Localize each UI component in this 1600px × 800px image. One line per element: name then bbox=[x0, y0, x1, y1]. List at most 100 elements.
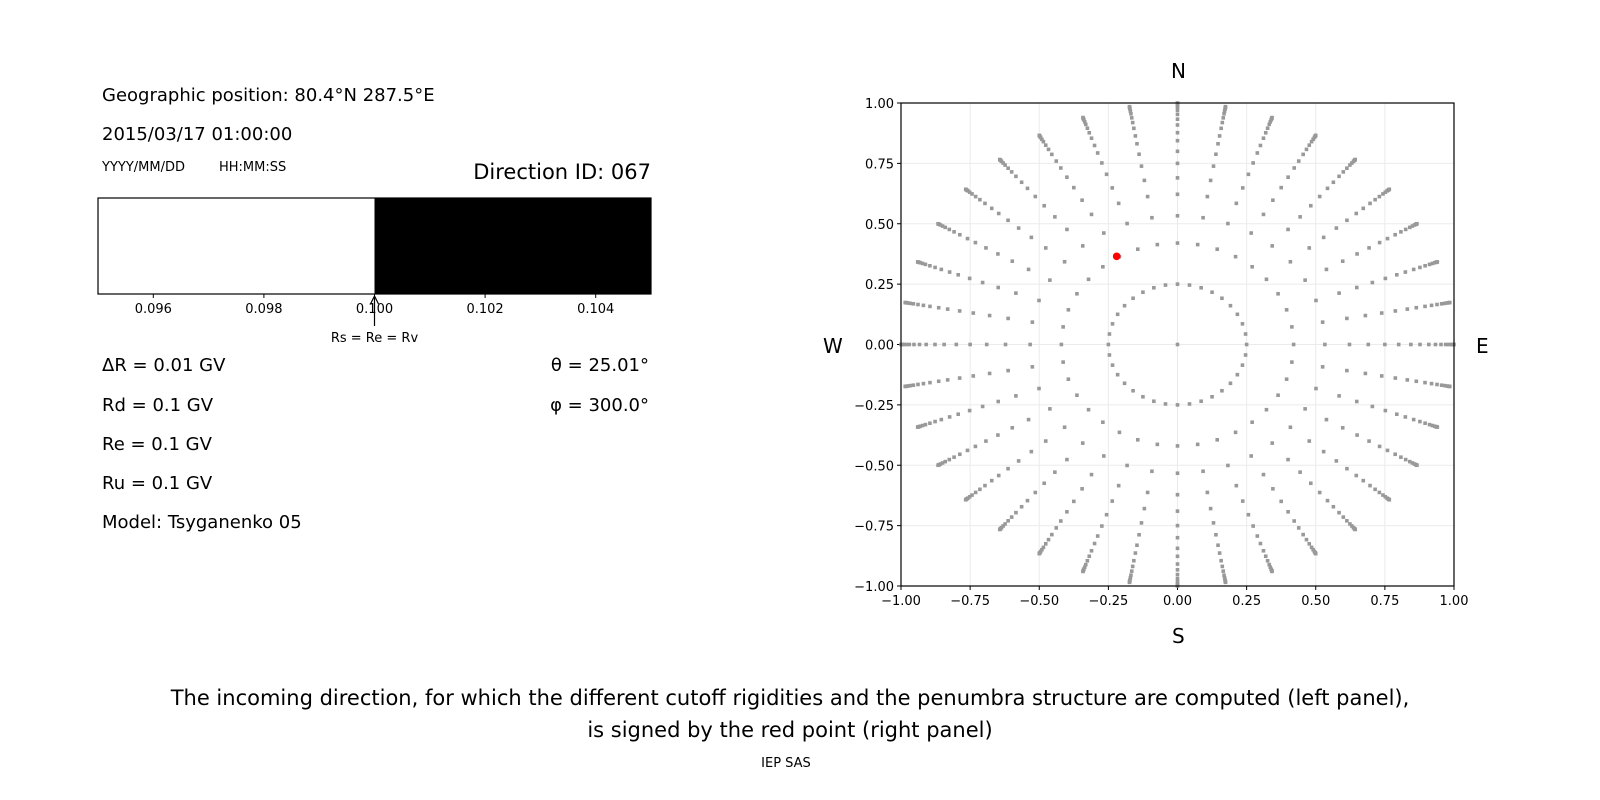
direction-point bbox=[1261, 212, 1266, 217]
direction-point bbox=[1072, 185, 1076, 190]
x-tick-label: 0.096 bbox=[135, 302, 172, 317]
direction-point bbox=[1383, 494, 1388, 499]
direction-point bbox=[1337, 510, 1341, 515]
direction-point bbox=[973, 444, 978, 449]
direction-point bbox=[1208, 178, 1213, 183]
direction-point bbox=[1129, 116, 1134, 120]
direction-point bbox=[1175, 572, 1180, 577]
direction-point bbox=[1270, 441, 1275, 445]
time-format-label: HH:MM:SS bbox=[219, 160, 287, 175]
y-tick-label: 0.00 bbox=[865, 339, 894, 354]
direction-point bbox=[1150, 469, 1154, 474]
direction-point bbox=[1104, 172, 1109, 177]
direction-point bbox=[1006, 466, 1010, 471]
direction-point bbox=[1115, 312, 1120, 317]
direction-point bbox=[1363, 371, 1368, 376]
direction-point bbox=[1405, 307, 1410, 311]
direction-point bbox=[1320, 320, 1325, 324]
direction-point bbox=[1030, 320, 1035, 324]
direction-point bbox=[1296, 159, 1301, 163]
direction-point bbox=[963, 187, 968, 192]
direction-point bbox=[1222, 576, 1227, 580]
direction-point bbox=[1110, 186, 1115, 190]
direction-point bbox=[1043, 143, 1048, 147]
direction-point bbox=[1128, 576, 1133, 580]
direction-point bbox=[1152, 285, 1156, 290]
delta-r: ΔR = 0.01 GV bbox=[102, 355, 226, 376]
direction-point bbox=[1130, 564, 1135, 569]
direction-point bbox=[1387, 497, 1392, 502]
direction-point bbox=[958, 232, 962, 237]
direction-point bbox=[1366, 342, 1371, 347]
direction-point bbox=[1201, 469, 1205, 474]
direction-point bbox=[1175, 403, 1180, 407]
direction-point bbox=[996, 211, 1001, 216]
direction-point bbox=[1348, 522, 1352, 526]
y-tick-label: 0.75 bbox=[865, 157, 894, 172]
direction-point bbox=[1175, 282, 1180, 286]
direction-point bbox=[1410, 461, 1415, 465]
direction-point bbox=[1048, 278, 1052, 282]
direction-point bbox=[1377, 490, 1382, 495]
direction-point bbox=[1175, 108, 1180, 113]
direction-point bbox=[1414, 379, 1419, 384]
direction-point bbox=[1065, 510, 1069, 514]
direction-point bbox=[1014, 174, 1018, 179]
direction-point bbox=[1137, 152, 1141, 157]
direction-point bbox=[1423, 380, 1427, 385]
direction-point bbox=[1127, 104, 1132, 109]
direction-point bbox=[1046, 147, 1051, 152]
direction-point bbox=[1080, 244, 1085, 248]
direction-point bbox=[1383, 342, 1387, 347]
direction-point bbox=[1003, 342, 1008, 347]
direction-point bbox=[1363, 313, 1368, 318]
direction-point bbox=[1250, 265, 1254, 269]
x-tick-label: 0.104 bbox=[577, 302, 614, 317]
direction-point bbox=[1251, 161, 1255, 165]
direction-point bbox=[1028, 342, 1032, 347]
direction-point bbox=[912, 342, 916, 347]
direction-point bbox=[1267, 562, 1272, 567]
direction-point bbox=[1135, 438, 1140, 442]
direction-point bbox=[1037, 386, 1041, 391]
direction-point bbox=[1340, 426, 1345, 430]
date-format-label: YYYY/MM/DD bbox=[102, 160, 185, 175]
direction-point bbox=[996, 285, 1001, 290]
direction-point bbox=[1393, 232, 1397, 237]
direction-point bbox=[933, 419, 937, 424]
direction-point bbox=[1403, 415, 1408, 419]
direction-point bbox=[1393, 309, 1398, 313]
direction-point bbox=[1175, 492, 1180, 497]
direction-point bbox=[1116, 201, 1121, 206]
direction-point bbox=[1041, 139, 1046, 144]
direction-point bbox=[1265, 558, 1270, 563]
x-tick-label: 0.00 bbox=[1163, 594, 1192, 609]
direction-point bbox=[957, 309, 962, 313]
direction-point bbox=[956, 272, 961, 277]
direction-point bbox=[1083, 562, 1088, 567]
direction-point bbox=[1323, 342, 1327, 347]
direction-point bbox=[1427, 342, 1431, 347]
direction-point bbox=[1430, 423, 1435, 428]
direction-point bbox=[1175, 523, 1180, 528]
direction-point bbox=[1304, 537, 1309, 542]
direction-point bbox=[1303, 278, 1307, 282]
direction-point bbox=[1354, 211, 1359, 216]
direction-point bbox=[1211, 521, 1216, 525]
direction-point bbox=[1226, 463, 1230, 468]
direction-point bbox=[1341, 515, 1346, 519]
direction-point bbox=[1298, 215, 1302, 219]
direction-point bbox=[1102, 231, 1106, 235]
direction-point bbox=[1379, 311, 1384, 315]
direction-point bbox=[1100, 161, 1104, 165]
direction-point bbox=[1223, 104, 1228, 109]
direction-point bbox=[1418, 265, 1422, 270]
direction-point bbox=[1423, 304, 1427, 309]
direction-point bbox=[1345, 316, 1349, 321]
direction-point bbox=[1199, 285, 1203, 290]
direction-point bbox=[1125, 463, 1129, 468]
x-tick-label: 0.098 bbox=[245, 302, 282, 317]
direction-point bbox=[1116, 483, 1121, 488]
direction-point bbox=[1205, 490, 1210, 495]
direction-point bbox=[1065, 175, 1069, 179]
